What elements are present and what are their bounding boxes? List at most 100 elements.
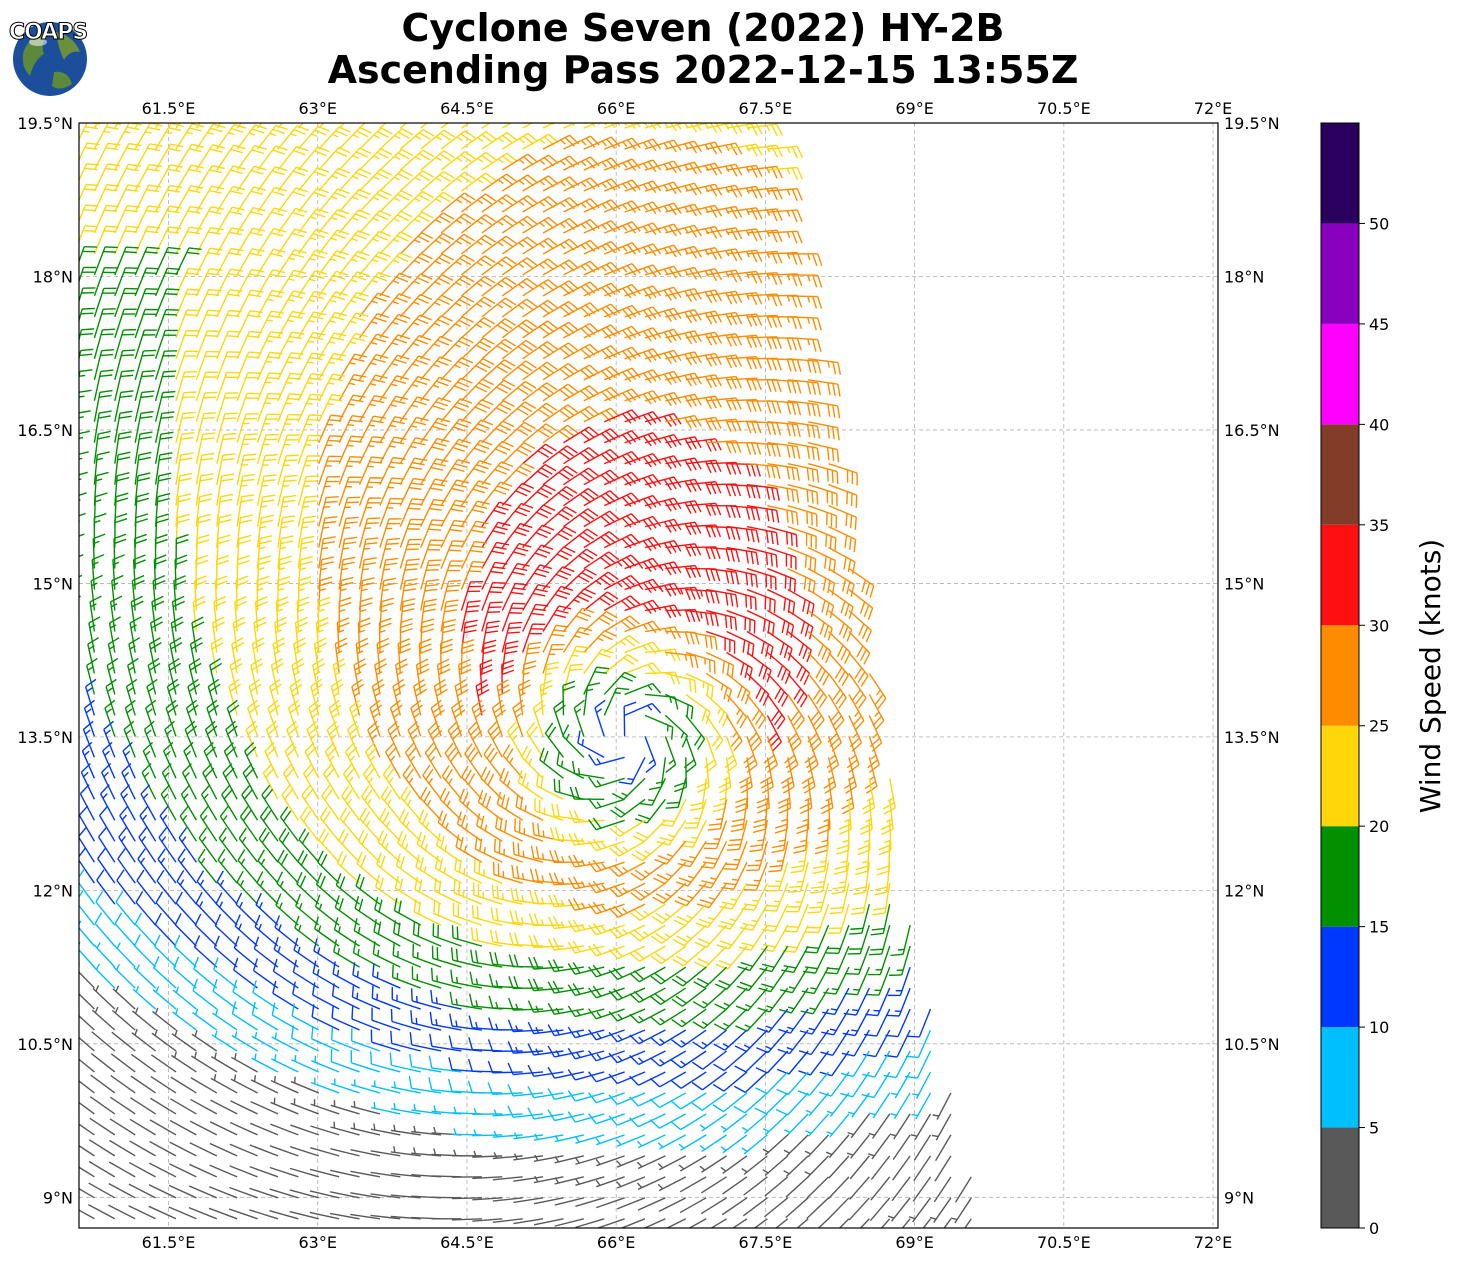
wind-barb xyxy=(891,1176,911,1202)
wind-barb xyxy=(216,289,243,318)
wind-barb xyxy=(113,942,136,968)
wind-barb xyxy=(778,1008,809,1034)
wind-barb xyxy=(413,899,442,926)
wind-barb xyxy=(334,637,348,674)
wind-barb xyxy=(706,311,743,326)
lat-tick-label-right: 18°N xyxy=(1224,267,1264,286)
wind-barb xyxy=(487,721,503,758)
wind-barb xyxy=(358,497,382,527)
wind-barb xyxy=(542,362,579,381)
wind-barb xyxy=(435,832,462,863)
wind-barb xyxy=(269,678,282,716)
wind-barb xyxy=(464,743,483,779)
wind-barb xyxy=(685,247,723,261)
wind-barb xyxy=(79,616,80,618)
wind-barb xyxy=(583,551,620,570)
wind-barb xyxy=(418,809,442,842)
wind-barb xyxy=(481,256,517,276)
wind-barb xyxy=(289,1189,319,1199)
wind-barb xyxy=(629,903,666,922)
wind-barb xyxy=(501,602,526,632)
wind-barb xyxy=(629,1071,666,1086)
wind-barb xyxy=(79,1123,95,1136)
wind-barb xyxy=(361,785,381,821)
wind-barb xyxy=(184,720,198,758)
wind-barb xyxy=(420,274,454,297)
wind-barb xyxy=(440,357,474,381)
wind-barb xyxy=(318,123,325,129)
wind-barb xyxy=(763,736,779,773)
wind-barb xyxy=(665,693,694,720)
wind-barb xyxy=(311,1026,340,1052)
wind-barb xyxy=(93,348,115,380)
wind-barb xyxy=(471,904,503,926)
wind-barb xyxy=(370,1101,401,1115)
wind-barb xyxy=(720,1113,748,1133)
wind-barb xyxy=(665,778,687,809)
wind-barb xyxy=(195,452,215,485)
wind-barb xyxy=(492,861,523,884)
wind-barb xyxy=(787,484,819,505)
wind-barb xyxy=(554,1134,584,1143)
wind-barb xyxy=(805,1113,830,1137)
wind-barb xyxy=(277,228,308,255)
wind-barb xyxy=(718,757,732,794)
wind-barb xyxy=(230,1100,258,1115)
wind-barb xyxy=(588,754,625,766)
wind-barb xyxy=(575,1155,605,1165)
wind-barb xyxy=(746,123,783,137)
wind-barb xyxy=(502,744,524,779)
wind-barb xyxy=(922,1218,932,1228)
wind-barb xyxy=(547,1066,584,1079)
wind-barb xyxy=(270,1075,299,1094)
wind-barb xyxy=(293,637,307,674)
wind-barb xyxy=(665,330,702,345)
wind-barb xyxy=(726,651,753,681)
wind-barb xyxy=(533,1175,564,1184)
wind-barb xyxy=(231,1052,258,1073)
wind-barb xyxy=(379,436,407,465)
wind-barb xyxy=(166,678,180,716)
wind-barb xyxy=(562,568,597,591)
wind-barb xyxy=(399,232,434,255)
wind-barb xyxy=(870,1155,891,1181)
wind-barb xyxy=(66,658,77,694)
wind-barb xyxy=(440,540,466,569)
wind-barb xyxy=(567,897,605,911)
wind-barb xyxy=(889,1113,911,1140)
wind-barb xyxy=(228,1208,258,1220)
wind-barb xyxy=(481,338,516,360)
wind-barb xyxy=(350,1122,381,1136)
wind-barb xyxy=(624,123,662,131)
lon-tick-label-top: 66°E xyxy=(597,99,635,118)
wind-barb xyxy=(172,1008,197,1031)
wind-barb xyxy=(588,1092,625,1104)
wind-barb xyxy=(624,473,662,489)
wind-barb xyxy=(855,841,871,876)
wind-barb xyxy=(542,526,577,549)
wind-barb xyxy=(658,1197,687,1213)
lon-tick-label-bottom: 61.5°E xyxy=(142,1233,196,1252)
wind-barb xyxy=(787,358,822,374)
wind-barb xyxy=(831,862,850,895)
wind-barb xyxy=(174,913,197,947)
wind-barb xyxy=(103,720,116,758)
wind-barb xyxy=(657,1155,687,1171)
wind-barb xyxy=(332,961,360,989)
wind-barb xyxy=(301,784,320,821)
wind-barb xyxy=(107,637,120,674)
wind-barb xyxy=(297,414,323,443)
wind-barb xyxy=(806,1197,830,1220)
wind-barb xyxy=(432,923,462,947)
wind-barb xyxy=(848,652,869,687)
wind-barb xyxy=(472,1218,503,1222)
wind-barb xyxy=(216,432,237,464)
wind-barb xyxy=(522,320,558,339)
wind-barb xyxy=(542,506,577,528)
wind-barb xyxy=(542,465,578,486)
wind-barb xyxy=(216,473,235,506)
wind-barb xyxy=(725,715,743,752)
colorbar-tick-label: 20 xyxy=(1369,817,1389,836)
wind-barb xyxy=(706,588,739,608)
wind-barb xyxy=(472,1129,503,1137)
